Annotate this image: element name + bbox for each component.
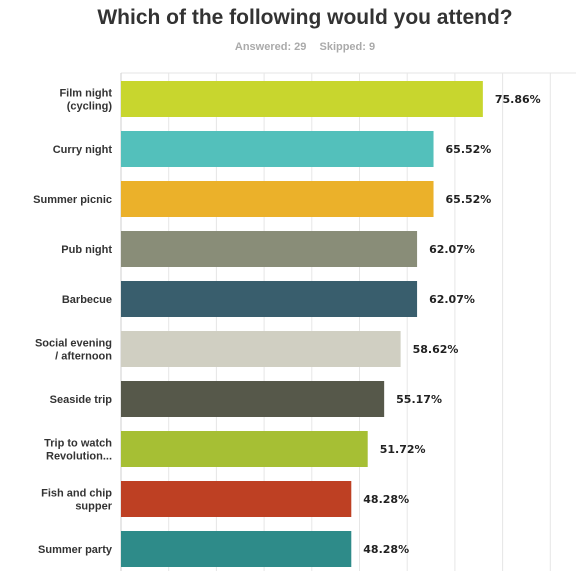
data-label: 75.86% [495,93,541,106]
bar [121,431,368,467]
data-label: 58.62% [413,343,459,356]
category-label: Seaside trip [50,394,113,406]
bar [121,231,418,267]
data-label: 65.52% [446,143,492,156]
category-label: Pub night [61,244,112,256]
bar [121,81,483,117]
data-label: 48.28% [363,493,409,506]
data-label: 62.07% [429,243,475,256]
bar [121,281,418,317]
data-label: 65.52% [446,193,492,206]
bar [121,131,434,167]
category-label: (cycling) [67,101,113,113]
category-label: supper [75,501,112,513]
category-label: Curry night [53,144,113,156]
category-label: Social evening [35,338,112,350]
bar [121,181,434,217]
category-label: Trip to watch [44,438,112,450]
data-label: 55.17% [396,393,442,406]
bar [121,481,352,517]
answered-count: Answered: 29 [234,41,307,53]
category-label: Summer picnic [33,194,112,206]
category-label: Film night [59,88,112,100]
skipped-count: Skipped: 9 [319,41,376,53]
chart-title: Which of the following would you attend? [97,6,513,29]
category-label: Revolution... [46,451,112,463]
data-label: 62.07% [429,293,475,306]
category-label: Fish and chip [41,488,112,500]
bar [121,531,352,567]
bar [121,381,385,417]
response-summary: Answered: 29 Skipped: 9 [0,41,576,53]
data-label: 51.72% [380,443,426,456]
category-label: / afternoon [55,351,112,363]
category-label: Barbecue [62,294,112,306]
bar [121,331,401,367]
category-label: Summer party [38,544,113,556]
data-label: 48.28% [363,543,409,556]
